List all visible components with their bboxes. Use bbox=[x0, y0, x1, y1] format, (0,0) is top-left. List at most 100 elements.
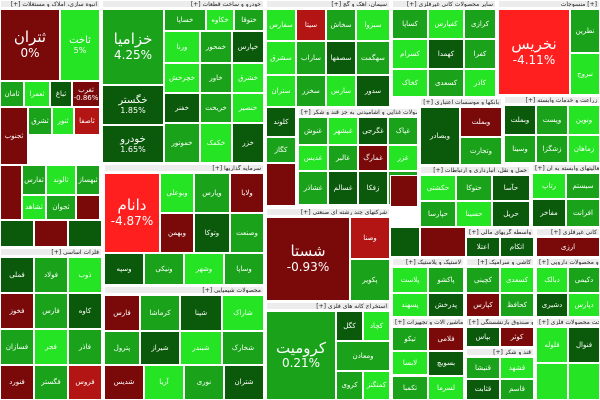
stock-tile[interactable]: فلامی bbox=[428, 327, 464, 351]
stock-tile[interactable] bbox=[568, 363, 600, 400]
stock-tile[interactable]: پسهند bbox=[392, 293, 428, 317]
stock-tile[interactable]: خزر bbox=[232, 123, 264, 163]
stock-tile[interactable]: حکشتی bbox=[420, 175, 456, 201]
sector-header[interactable]: [+] لاستیک و پلاستیک bbox=[392, 258, 464, 266]
stock-tile[interactable]: وصنعت bbox=[230, 213, 264, 253]
stock-tile[interactable]: وشهر bbox=[184, 253, 224, 285]
stock-tile[interactable]: وپست bbox=[536, 105, 568, 135]
stock-tile[interactable]: خزامیا 4.25% bbox=[102, 9, 164, 85]
stock-tile[interactable]: نبروج bbox=[570, 53, 600, 95]
stock-tile[interactable]: ارزی bbox=[536, 237, 600, 257]
sector-header[interactable]: [+] ساخت محصولات فلزی bbox=[536, 318, 600, 326]
stock-tile[interactable] bbox=[536, 363, 568, 400]
stock-tile[interactable]: خریخت bbox=[200, 93, 232, 123]
stock-tile[interactable]: آریا bbox=[144, 365, 184, 400]
stock-tile[interactable] bbox=[420, 227, 466, 257]
stock-tile[interactable]: کمنگنز bbox=[363, 371, 390, 400]
stock-tile[interactable]: ثنور bbox=[52, 107, 74, 135]
stock-tile[interactable] bbox=[34, 220, 68, 247]
stock-tile[interactable]: زشگزا bbox=[536, 135, 568, 163]
stock-tile[interactable]: ثعمرا bbox=[24, 81, 50, 107]
stock-tile[interactable]: کاذر bbox=[464, 69, 496, 97]
stock-tile[interactable]: نوری bbox=[184, 365, 224, 400]
sector-header[interactable]: [+] سایر محصولات کانی غیرفلزی bbox=[392, 0, 496, 8]
stock-tile[interactable]: کهمدا bbox=[428, 39, 464, 69]
stock-tile[interactable]: شاراک bbox=[222, 295, 264, 331]
stock-tile[interactable]: وپارس bbox=[194, 173, 230, 213]
stock-tile[interactable]: ونوین bbox=[568, 105, 600, 135]
stock-tile[interactable]: ثغرب -0.86% bbox=[72, 81, 100, 107]
sector-header[interactable]: [+] خودرو و ساخت قطعات bbox=[102, 0, 264, 8]
stock-tile[interactable]: ثالوند bbox=[46, 165, 76, 195]
stock-tile[interactable]: کاوه bbox=[68, 293, 102, 329]
stock-tile[interactable]: فاذر bbox=[68, 329, 102, 365]
stock-tile[interactable]: اتکام bbox=[500, 237, 534, 257]
stock-tile[interactable]: وسینا bbox=[504, 135, 536, 163]
stock-tile[interactable]: سیستم bbox=[566, 173, 600, 199]
sector-header[interactable]: [+] ماشین آلات و تجهیزات bbox=[392, 318, 464, 326]
stock-tile[interactable]: شتران bbox=[224, 365, 264, 400]
stock-tile[interactable]: رتاپ bbox=[532, 173, 566, 199]
stock-tile[interactable]: قثابت bbox=[466, 379, 500, 400]
stock-tile[interactable]: خگستر 1.85% bbox=[102, 85, 164, 125]
stock-tile[interactable]: ثتران 0% bbox=[0, 9, 60, 81]
stock-tile[interactable]: وبملت bbox=[460, 107, 502, 137]
stock-tile[interactable]: ثباغ bbox=[50, 81, 72, 107]
stock-tile[interactable]: پلاست bbox=[392, 267, 428, 293]
stock-tile[interactable]: کرازی bbox=[464, 9, 496, 39]
sector-header[interactable]: [+] کانی غیرفلزی bbox=[536, 228, 600, 236]
stock-tile[interactable]: قاسم bbox=[500, 379, 534, 400]
stock-tile[interactable]: خمحور bbox=[200, 31, 232, 63]
stock-tile[interactable]: کرومیت 0.21% bbox=[266, 311, 336, 400]
stock-tile[interactable]: فجر bbox=[34, 329, 68, 365]
stock-tile[interactable]: خپارس bbox=[232, 31, 264, 63]
sector-header[interactable]: [+] کاشی و سرامیک bbox=[466, 258, 534, 266]
stock-tile[interactable]: خشرق bbox=[232, 63, 264, 93]
stock-tile[interactable]: زماهان bbox=[568, 135, 600, 163]
stock-tile[interactable]: فسازان bbox=[0, 329, 34, 365]
stock-tile[interactable]: قنیشا bbox=[466, 357, 500, 379]
stock-tile[interactable]: کرماشا bbox=[140, 295, 180, 331]
stock-tile[interactable]: ثجوان bbox=[46, 195, 76, 220]
stock-tile[interactable]: غشاذر bbox=[298, 171, 328, 205]
stock-tile[interactable]: نطرین bbox=[570, 9, 600, 53]
stock-tile[interactable]: ثامان bbox=[0, 81, 24, 107]
stock-tile[interactable]: سارس bbox=[326, 75, 356, 107]
stock-tile[interactable]: کفرا bbox=[464, 39, 496, 69]
stock-tile[interactable]: تیکو bbox=[392, 327, 428, 351]
stock-tile[interactable]: سشرق bbox=[266, 41, 296, 75]
stock-tile[interactable]: ولایا bbox=[230, 173, 264, 213]
stock-tile[interactable]: ومعادن bbox=[336, 341, 390, 371]
stock-tile[interactable]: خموتور bbox=[164, 123, 200, 163]
stock-tile[interactable]: افرانت bbox=[566, 199, 600, 227]
stock-tile[interactable]: حسینا bbox=[456, 201, 492, 227]
stock-tile[interactable]: سصفها bbox=[326, 41, 356, 75]
stock-tile[interactable]: فارس bbox=[104, 295, 140, 331]
stock-tile[interactable]: وبملت bbox=[504, 105, 536, 135]
stock-tile[interactable]: حآسا bbox=[492, 175, 530, 201]
stock-tile[interactable]: کسرام bbox=[392, 39, 428, 69]
stock-tile[interactable]: دکیمی bbox=[568, 267, 600, 293]
stock-tile[interactable]: شبندر bbox=[180, 331, 222, 365]
sector-header[interactable]: [+] محصولات شیمیایی bbox=[104, 286, 264, 294]
stock-tile[interactable]: نخریس -4.11% bbox=[498, 9, 570, 95]
stock-tile[interactable]: شخارک bbox=[222, 331, 264, 365]
sector-header[interactable]: [+] رایانه و فعالیتهای وابسته به آن bbox=[532, 164, 600, 172]
stock-tile[interactable] bbox=[68, 220, 102, 247]
stock-tile[interactable]: قشهد bbox=[500, 357, 534, 379]
stock-tile[interactable]: سهگمت bbox=[356, 41, 390, 75]
sector-header[interactable]: [+] زراعت و خدمات وابسته bbox=[504, 96, 600, 104]
stock-tile[interactable]: کخاک bbox=[392, 69, 428, 97]
stock-tile[interactable]: بپاس bbox=[466, 327, 500, 347]
stock-tile[interactable] bbox=[0, 220, 34, 247]
stock-tile[interactable]: شپنا bbox=[180, 295, 222, 331]
stock-tile[interactable]: زفکا bbox=[358, 171, 388, 205]
stock-tile[interactable]: ختوقا bbox=[234, 9, 264, 31]
sector-header[interactable]: [+] شرکتهای چند رشته ای صنعتی bbox=[266, 208, 390, 216]
stock-tile[interactable]: وتوکا bbox=[194, 213, 230, 253]
stock-tile[interactable]: کچینی bbox=[466, 267, 500, 293]
stock-tile[interactable]: سخزر bbox=[296, 75, 326, 107]
stock-tile[interactable]: لسرما bbox=[428, 376, 464, 400]
sector-header[interactable]: [+] بانکها و موسسات اعتباری bbox=[420, 98, 502, 106]
sector-header[interactable]: [+] انبوه سازی، املاک و مستغلات bbox=[0, 0, 100, 8]
